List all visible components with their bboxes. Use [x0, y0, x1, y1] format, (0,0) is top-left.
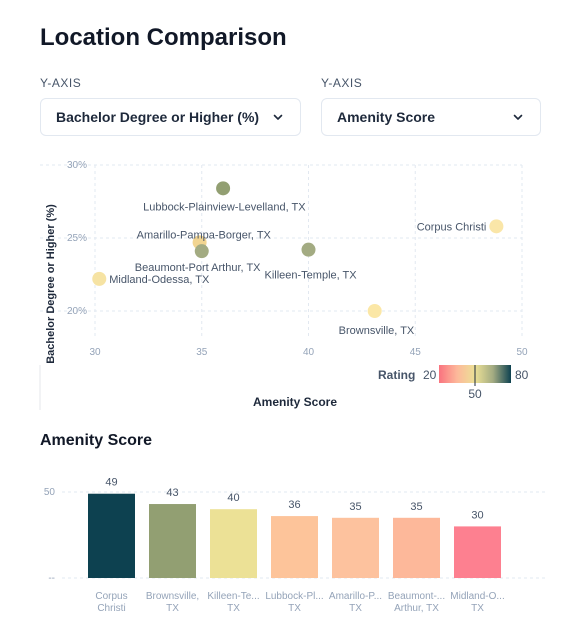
bar-section-title: Amenity Score — [40, 432, 153, 449]
y-axis-select-right[interactable]: Amenity Score — [321, 98, 541, 136]
bar-category-label: Arthur, TX — [394, 603, 439, 614]
bar-category-label: Amarillo-P... — [329, 591, 382, 602]
bar-category-label: Corpus — [95, 591, 127, 602]
point-label: Corpus Christi — [417, 221, 487, 233]
bar-category-label: Brownsville, — [146, 591, 199, 602]
bar-category-label: TX — [471, 603, 484, 614]
bar-value-label: 43 — [166, 487, 178, 499]
point-label: Brownsville, TX — [339, 325, 415, 337]
x-axis-title: Amenity Score — [253, 395, 337, 409]
chevron-down-icon — [273, 114, 283, 120]
bar-value-label: 49 — [105, 477, 117, 489]
y-tick-label: 25% — [67, 233, 87, 244]
legend-mid-label: 50 — [468, 387, 482, 401]
point-label: Lubbock-Plainview-Levelland, TX — [143, 201, 306, 213]
bar[interactable] — [271, 516, 318, 578]
bar-category-label: TX — [166, 603, 179, 614]
page-title: Location Comparison — [40, 24, 287, 51]
y-axis-select-left[interactable]: Bachelor Degree or Higher (%) — [40, 98, 301, 136]
point-label: Killeen-Temple, TX — [265, 270, 358, 282]
bar-y-tick-label: 50 — [44, 487, 56, 498]
bar-category-label: TX — [349, 603, 362, 614]
bar-value-label: 40 — [227, 492, 239, 504]
y-axis-select-right-value: Amenity Score — [337, 109, 436, 125]
scatter-point[interactable] — [367, 304, 382, 318]
y-tick-label: 30% — [67, 160, 87, 171]
x-tick-label: 30 — [89, 347, 101, 358]
scatter-chart: 30 35 40 45 50 30% 25% 20% Lubbock-Plainview-Le… — [39, 160, 529, 410]
chevron-down-icon — [513, 114, 523, 120]
bar[interactable] — [454, 526, 501, 578]
point-label: Midland-Odessa, TX — [109, 274, 210, 286]
bar-category-label: TX — [288, 603, 301, 614]
point-label: Amarillo-Pampa-Borger, TX — [137, 229, 272, 241]
scatter-point[interactable] — [489, 219, 504, 234]
y-axis-label-right: Y-AXIS — [321, 76, 363, 90]
scatter-point[interactable] — [194, 244, 209, 259]
bar-category-label: Christi — [97, 603, 125, 614]
bar[interactable] — [393, 517, 440, 578]
rating-legend: Rating 20 80 50 — [378, 365, 529, 401]
bar-value-label: 35 — [410, 501, 422, 513]
scatter-point[interactable] — [301, 242, 316, 257]
legend-max-label: 80 — [515, 368, 529, 382]
bar[interactable] — [149, 504, 196, 578]
scatter-point[interactable] — [216, 181, 231, 196]
bar-y-tick-label: -- — [48, 573, 55, 584]
x-tick-label: 35 — [196, 347, 208, 358]
scatter-point[interactable] — [92, 271, 107, 286]
x-tick-label: 50 — [516, 347, 528, 358]
bar-value-label: 36 — [288, 499, 300, 511]
bar-category-label: Lubbock-Pl... — [265, 591, 323, 602]
bar-category-label: Killeen-Te... — [207, 591, 259, 602]
y-axis-title: Bachelor Degree or Higher (%) — [45, 204, 57, 364]
y-tick-label: 20% — [67, 306, 87, 317]
y-axis-label-left: Y-AXIS — [40, 76, 82, 90]
legend-title: Rating — [378, 368, 415, 382]
x-tick-label: 40 — [303, 347, 315, 358]
bar-category-label: TX — [227, 603, 240, 614]
y-axis-select-left-value: Bachelor Degree or Higher (%) — [56, 109, 260, 125]
bar-category-label: Beaumont-... — [388, 591, 445, 602]
x-tick-label: 45 — [410, 347, 422, 358]
bar-value-label: 35 — [349, 501, 361, 513]
bar-value-label: 30 — [471, 509, 483, 521]
bar-category-label: Midland-O... — [450, 591, 504, 602]
bar[interactable] — [332, 517, 379, 578]
bar[interactable] — [88, 493, 135, 578]
legend-min-label: 20 — [423, 368, 437, 382]
point-label: Beaumont-Port Arthur, TX — [135, 262, 261, 274]
bar[interactable] — [210, 509, 257, 578]
